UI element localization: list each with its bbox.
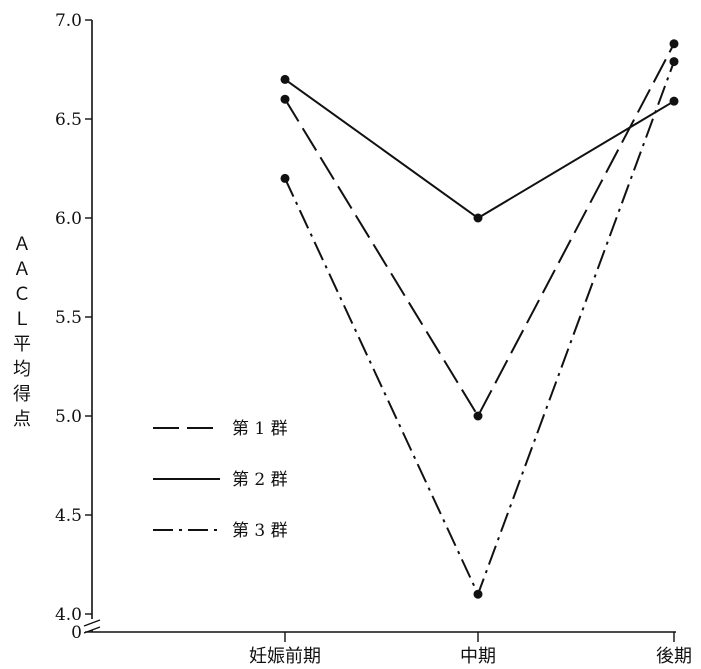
y-tick-label: 5.0 (55, 407, 82, 427)
data-point-series-1 (473, 411, 483, 421)
data-point-series-1 (280, 94, 290, 104)
series-group (280, 39, 679, 599)
series-line-1 (284, 43, 675, 419)
y-axis-label-char: Ｃ (13, 284, 31, 305)
data-point-series-2 (280, 74, 290, 84)
x-ticks: 妊娠前期 中期 後期 (249, 632, 692, 667)
data-point-series-2 (473, 213, 483, 223)
y-tick-label: 6.5 (55, 110, 82, 130)
series-line-3 (284, 61, 675, 597)
y-axis-label-char: 均 (13, 359, 31, 380)
data-point-series-1 (669, 39, 679, 49)
data-point-series-2 (669, 96, 679, 106)
y-tick-label: 5.5 (55, 308, 82, 328)
y-axis-label-char: Ａ (13, 234, 31, 255)
series-line-2 (284, 78, 675, 220)
data-point-series-3 (473, 589, 483, 599)
legend-label-2: 第 2 群 (232, 470, 288, 490)
legend-label-1: 第 1 群 (232, 419, 288, 439)
x-tick-label: 中期 (460, 646, 496, 667)
y-axis-label-char: 点 (13, 409, 31, 430)
data-point-series-3 (280, 173, 290, 183)
axes (83, 20, 676, 634)
y-axis-label-char: Ｌ (13, 309, 31, 330)
legend: 第 1 群第 2 群第 3 群 (153, 419, 288, 541)
data-point-series-3 (669, 57, 679, 67)
y-tick-label: 4.0 (55, 605, 82, 625)
x-tick-label: 後期 (656, 646, 692, 667)
axis-break-mark (83, 619, 101, 627)
legend-label-3: 第 3 群 (232, 521, 288, 541)
y-axis-label-char: 平 (13, 334, 31, 355)
y-tick-label: 0 (71, 623, 82, 643)
x-tick-label: 妊娠前期 (249, 646, 321, 667)
y-axis-label-char: 得 (13, 384, 31, 405)
y-ticks: 04.0 4.5 5.0 5.5 6.0 6.5 7.0 (55, 11, 92, 643)
y-tick-label: 6.0 (55, 209, 82, 229)
y-tick-label: 4.5 (55, 506, 82, 526)
y-axis-label-char: Ａ (13, 259, 31, 280)
y-tick-label: 7.0 (55, 11, 82, 31)
